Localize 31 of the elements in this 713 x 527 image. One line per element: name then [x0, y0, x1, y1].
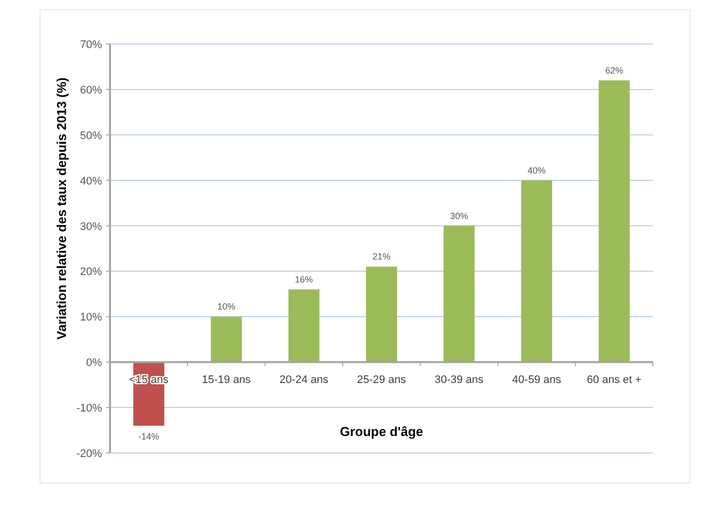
x-tick-label: 40-59 ans — [512, 374, 562, 386]
bar — [210, 316, 242, 362]
y-axis-title: Variation relative des taux depuis 2013 (%) — [54, 77, 69, 340]
bar — [288, 289, 320, 362]
y-tick-label: 70% — [80, 39, 102, 51]
bar — [444, 226, 475, 362]
y-tick-label: 10% — [80, 312, 102, 324]
data-label: 40% — [528, 165, 546, 176]
bar — [366, 266, 398, 362]
y-tick-label: 40% — [80, 175, 102, 188]
x-axis-title: Groupe d'âge — [340, 424, 424, 439]
y-tick-label: -20% — [76, 448, 102, 460]
bar — [521, 180, 552, 362]
data-label: -14% — [138, 432, 160, 442]
data-label: 62% — [605, 65, 624, 76]
data-label: 10% — [217, 302, 236, 312]
data-label: 21% — [372, 252, 391, 262]
y-tick-label: 20% — [80, 266, 102, 278]
y-tick-label: -10% — [76, 402, 102, 415]
x-tick-label: 60 ans et + — [586, 374, 642, 386]
y-tick-label: 60% — [80, 84, 102, 96]
data-label: 30% — [450, 210, 468, 221]
y-tick-label: 30% — [80, 220, 102, 233]
y-tick-label: 0% — [86, 357, 102, 370]
y-tick-label: 50% — [80, 130, 102, 142]
x-tick-label: 30-39 ans — [434, 374, 484, 386]
x-tick-label: 20-24 ans — [279, 374, 329, 386]
bar — [598, 80, 630, 362]
x-tick-label: 25-29 ans — [357, 374, 406, 386]
data-label: 16% — [294, 274, 313, 284]
x-tick-label: 15-19 ans — [202, 374, 252, 386]
